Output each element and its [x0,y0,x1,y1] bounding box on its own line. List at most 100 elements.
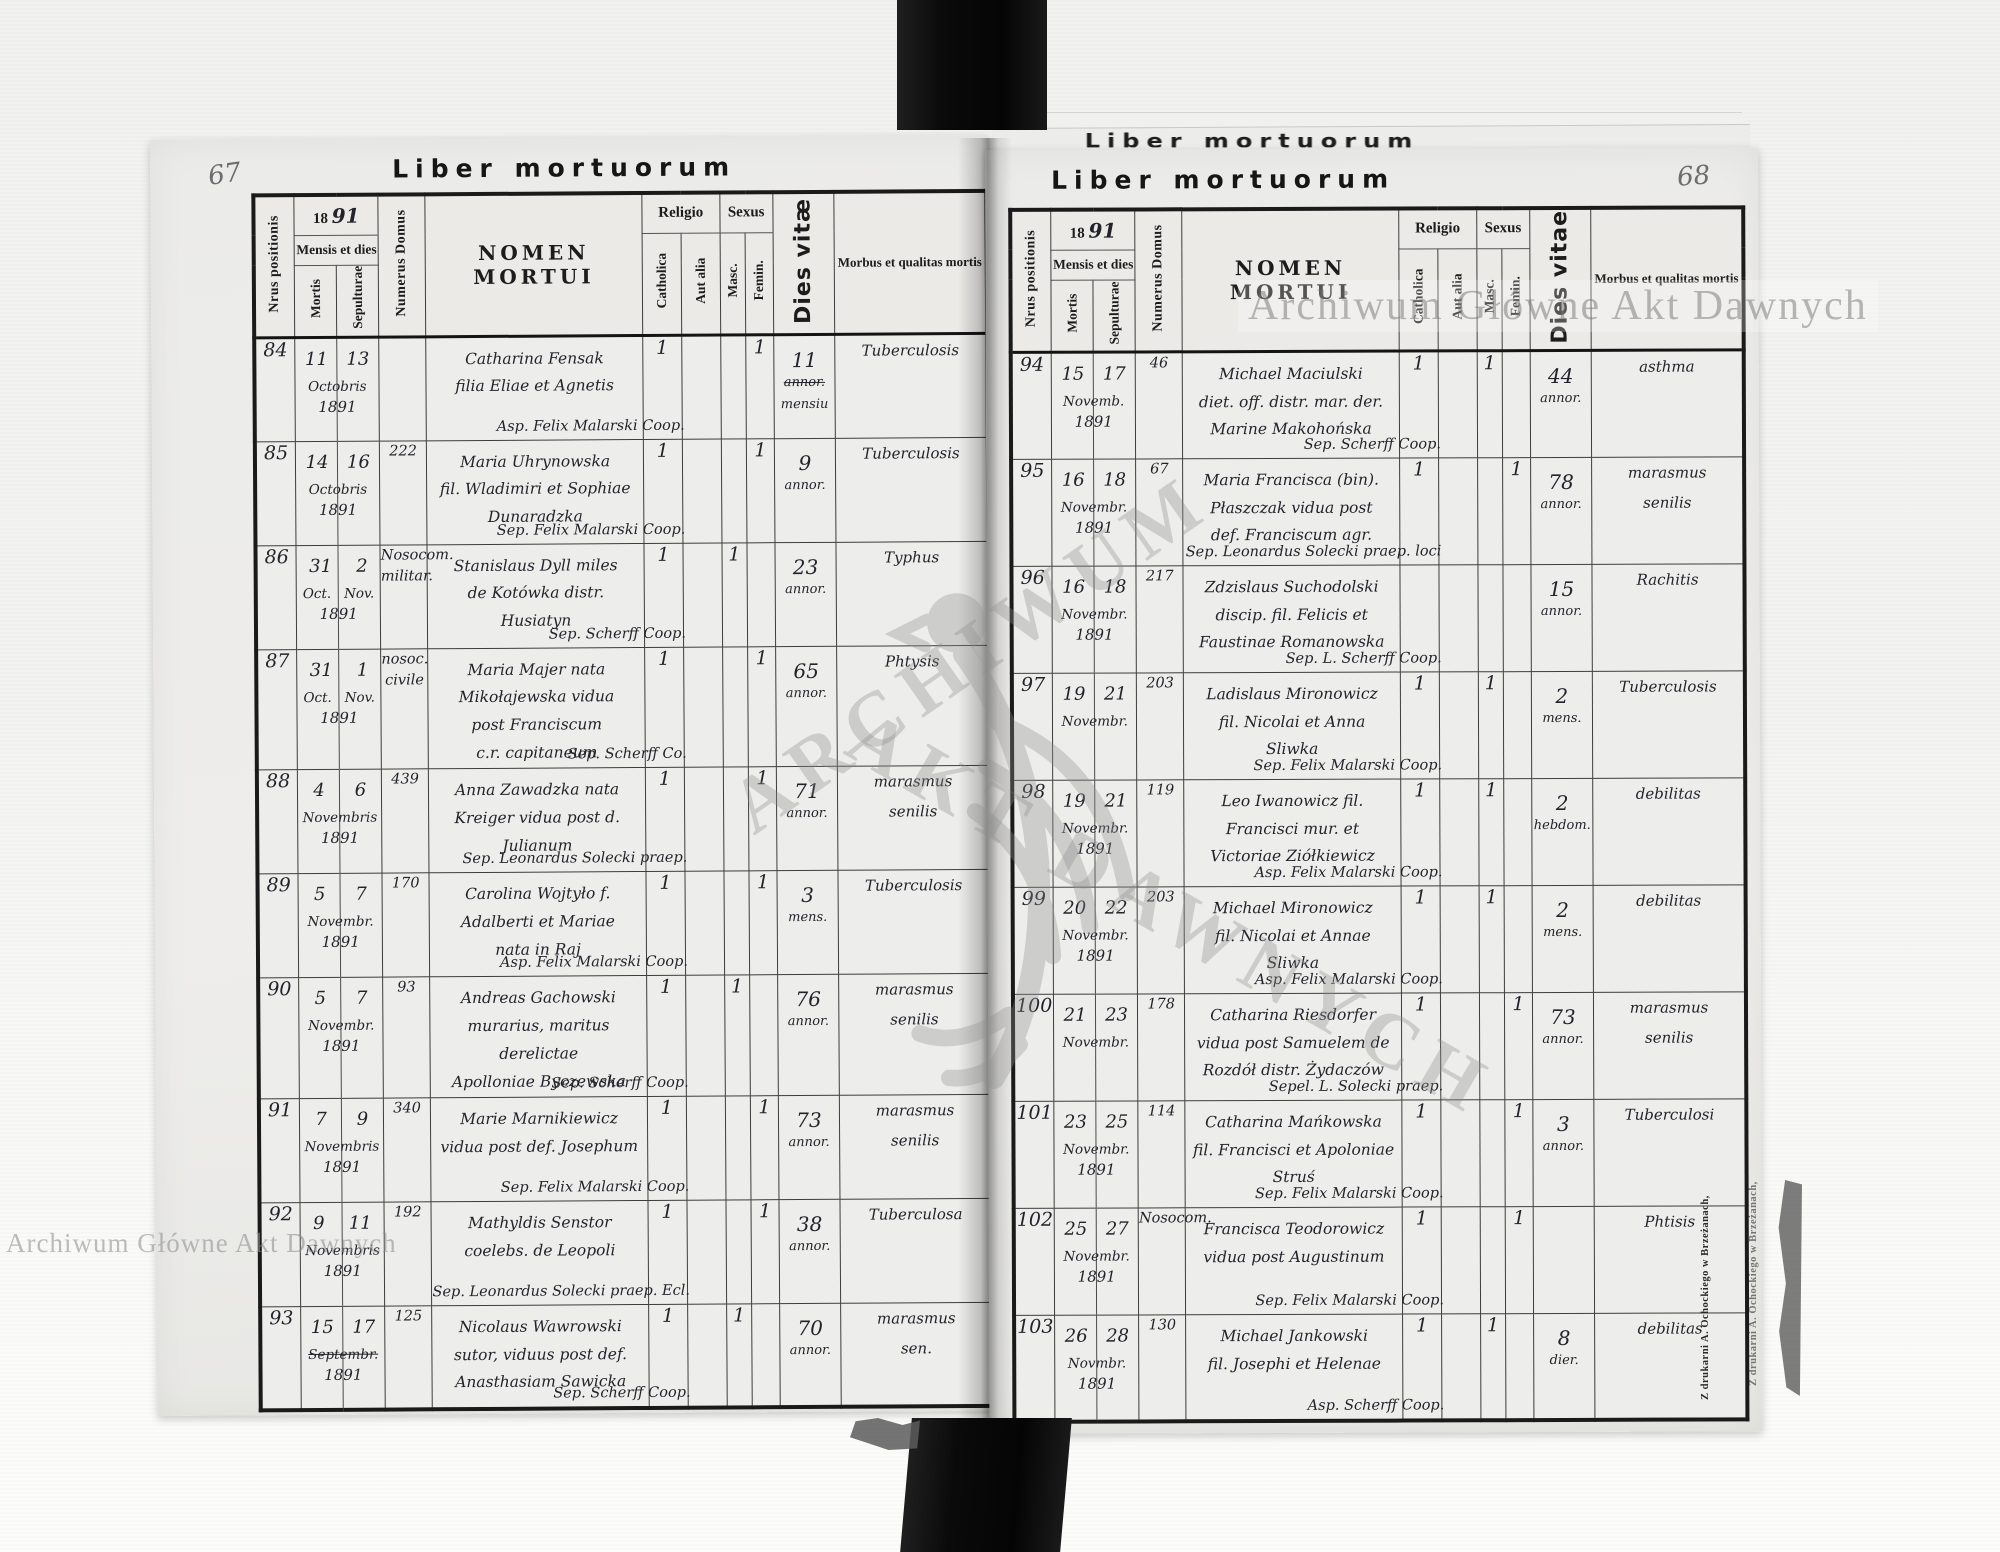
register-row: 84 11 13 Octobris 1891 Catharina Fensak f… [254,332,988,442]
aut-alia-mark [684,871,725,976]
age-number: 3 [1556,1111,1570,1136]
entry-number: 92 [259,1202,302,1307]
house-number: 130 [1138,1314,1187,1422]
year: 1891 [1077,1160,1116,1179]
death-day: 19 [1062,683,1086,705]
celebrant: Sep. Scherff Coop. [1303,436,1441,453]
col-femin: Femin. [745,232,774,335]
register-row: 103 26 28 Novmbr. 1891 130 Michael Jankow… [1014,1312,1748,1423]
page-title-left: Liber mortuorum [392,152,737,184]
age-number: 73 [1550,1004,1576,1029]
age-unit: mens. [1542,710,1582,726]
age-number: 23 [792,554,819,579]
masc-mark: 1 [726,1303,753,1408]
death-burial-dates: 31 2 Oct. Nov. 1891 [296,544,381,650]
femin-mark: 1 [745,334,775,439]
house-number: Nosocom. militar. [380,544,454,649]
age-unit: annor. [784,477,826,493]
cause-of-death: marasmus sen. [840,1301,994,1407]
death-day: 31 [309,659,333,681]
month-struck: Septembr. [308,1346,379,1363]
col-numerus-domus: Numerus Domus [378,194,426,337]
house-number: 439 [381,768,430,874]
age-number: 70 [797,1315,823,1340]
col-label: Mortis [1064,293,1080,333]
house-number: 203 [1137,886,1185,994]
entry-number: 93 [260,1306,302,1411]
col-label: Aut alia [692,257,708,304]
cause-of-death: Tuberculosis [835,436,989,542]
col-religio: Religio [641,192,720,233]
age-unit: annor. [1540,496,1582,512]
year: 1891 [1077,1374,1117,1393]
age-cell [1532,1206,1595,1314]
masc-mark [1479,992,1505,1100]
binding-strap-top [897,0,1047,130]
masc-mark: 1 [724,974,751,1096]
month: Novembr. [1062,1034,1130,1051]
name-cell: Catharina Fensak filia Eliae et Agnetis … [425,334,685,441]
femin-mark [1503,671,1532,779]
entry-number: 89 [257,873,300,978]
femin-mark [751,1303,781,1408]
age-cell: 73 annor. [1532,992,1594,1100]
masc-mark: 1 [1480,1313,1507,1421]
burial-day: 21 [1103,683,1127,705]
month: Novembr. [1061,713,1128,730]
printer-credit: Z drukarni A. Ochockiego w Brzeżanach, [1700,1195,1711,1400]
age-number: 78 [1548,469,1574,494]
age-unit: annor. [787,1013,829,1030]
celebrant: Sep. Felix Malarski Coop. [1254,1185,1444,1202]
printer-credit-ghost: Z drukarni A. Ochockiego w Brzeżanach, [1748,1181,1759,1386]
register-row: 90 5 7 Novembr. 1891 93 Andreas Gachowski… [258,973,992,1099]
house-number: 217 [1136,565,1184,673]
deceased-name: Catharina Mańkowska fil. Francisci et Ap… [1192,1112,1395,1187]
month: Octobris [307,378,367,395]
deceased-name: Catharina Fensak filia Eliae et Agnetis [455,348,615,396]
age-unit: dier. [1549,1352,1579,1368]
death-day: 9 [313,1212,325,1234]
age-unit: annor. [785,581,827,597]
register-row: 97 19 21 Novembr. 203 Ladislaus Mironowic… [1011,670,1746,781]
death-day: 16 [1062,576,1086,598]
year: 1891 [321,932,360,952]
name-cell: Anna Zawadzka nata Kreiger vidua post d.… [428,767,687,873]
year-handwritten: 91 [1088,218,1117,243]
cause-of-death: marasmus senilis [837,765,991,871]
age-cell: 65 annor. [775,645,838,767]
femin-mark: 1 [1504,1099,1533,1207]
burial-day: 16 [346,451,370,473]
col-label: Nrus positionis [1023,229,1039,328]
house-number: 119 [1136,779,1185,887]
year: 1891 [322,1157,362,1176]
col-label: Masc. [1481,279,1497,314]
page-number-left: 67 [206,157,244,192]
entry-number: 103 [1014,1314,1056,1423]
year: 1891 [1076,946,1115,965]
age-number: 3 [801,883,814,908]
masc-mark [1479,1206,1506,1314]
year-printed: 18 [312,210,329,227]
entry-number: 87 [256,649,298,770]
age-cell: 2 mens. [1531,885,1594,993]
aut-alia-mark [686,1199,727,1304]
name-cell: Catharina Mańkowska fil. Francisci et Ap… [1185,1099,1444,1208]
col-mensis-et-dies: Mensis et dies [294,234,379,266]
masc-mark [1477,457,1504,565]
deceased-name: Catharina Riesdorfer vidua post Samuelem… [1196,1005,1390,1080]
celebrant: Sepel. L. Solecki praep. [1268,1078,1444,1095]
register-row: 98 19 21 Novembr. 1891 119 Leo Iwanowicz … [1012,777,1746,888]
entry-number: 91 [258,1098,301,1203]
register-row: 88 4 6 Novembris 1891 439 Anna Zawadzka n… [256,765,991,874]
celebrant: Sep. Felix Malarski Coop. [1255,1292,1444,1309]
death-burial-dates: 25 27 Novembr. 1891 [1054,1207,1139,1315]
col-nrus-positionis: Nrus positionis [1010,209,1052,353]
age-unit: annor. [786,805,828,822]
deceased-name: Anna Zawadzka nata Kreiger vidua post d.… [454,780,621,855]
name-cell: Michael Jankowski fil. Josephi et Helena… [1185,1313,1444,1422]
year: 1891 [1076,839,1115,858]
cause-of-death: Tuberculosa [840,1197,994,1303]
col-morbus: Morbus et qualitas mortis [833,190,988,334]
entry-number: 102 [1013,1207,1055,1316]
femin-mark [749,974,779,1096]
